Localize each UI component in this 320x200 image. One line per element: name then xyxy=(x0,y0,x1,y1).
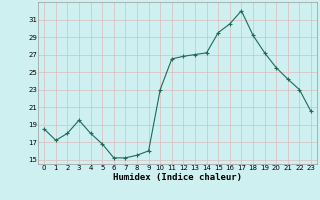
X-axis label: Humidex (Indice chaleur): Humidex (Indice chaleur) xyxy=(113,173,242,182)
